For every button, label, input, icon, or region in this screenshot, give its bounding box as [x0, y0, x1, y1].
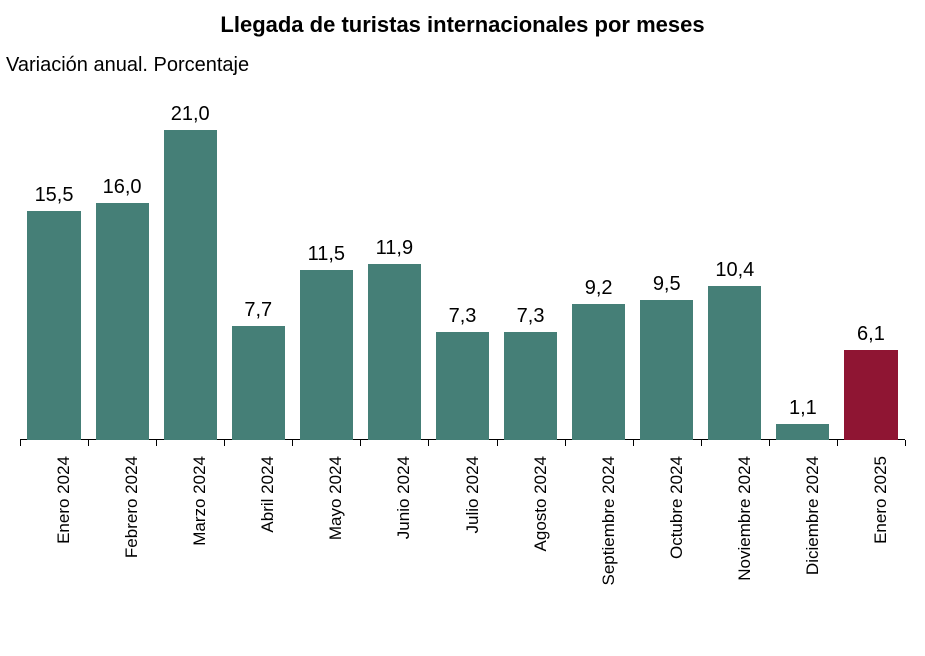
bar-value-label: 21,0: [156, 103, 224, 126]
bar: [232, 326, 285, 440]
x-axis-label: Agosto 2024: [531, 456, 551, 656]
bar: [300, 270, 353, 440]
x-axis-label: Marzo 2024: [190, 456, 210, 656]
x-axis-label: Diciembre 2024: [803, 456, 823, 656]
bar-slot: 9,5: [633, 100, 701, 440]
x-tick: [292, 440, 293, 446]
bar-value-label: 11,5: [292, 243, 360, 266]
x-axis-ticks: [20, 440, 905, 446]
x-axis-label: Septiembre 2024: [599, 456, 619, 656]
bar: [436, 332, 489, 440]
bar-slot: 15,5: [20, 100, 88, 440]
x-tick: [905, 440, 906, 446]
bar-value-label: 10,4: [701, 259, 769, 282]
x-axis-label: Junio 2024: [394, 456, 414, 656]
bar-value-label: 9,2: [565, 277, 633, 300]
bar-value-label: 16,0: [88, 176, 156, 199]
bar: [708, 286, 761, 440]
bar-slot: 11,9: [360, 100, 428, 440]
bar: [368, 264, 421, 440]
bar-value-label: 7,3: [428, 305, 496, 328]
bar-value-label: 1,1: [769, 397, 837, 420]
x-tick: [428, 440, 429, 446]
x-axis-labels: Enero 2024Febrero 2024Marzo 2024Abril 20…: [20, 452, 905, 592]
x-tick: [156, 440, 157, 446]
chart-title: Llegada de turistas internacionales por …: [0, 12, 925, 38]
x-axis-label: Enero 2024: [54, 456, 74, 656]
bar-value-label: 6,1: [837, 323, 905, 346]
bar: [96, 203, 149, 440]
x-axis-label: Abril 2024: [258, 456, 278, 656]
bar-slot: 10,4: [701, 100, 769, 440]
x-tick: [769, 440, 770, 446]
x-axis-label: Mayo 2024: [326, 456, 346, 656]
bar: [27, 211, 80, 440]
bar-value-label: 7,7: [224, 299, 292, 322]
x-axis-label: Julio 2024: [463, 456, 483, 656]
plot-area: 15,516,021,07,711,511,97,37,39,29,510,41…: [20, 100, 905, 440]
bar: [572, 304, 625, 440]
bar-slot: 1,1: [769, 100, 837, 440]
x-tick: [224, 440, 225, 446]
x-axis-label: Octubre 2024: [667, 456, 687, 656]
x-axis-label: Noviembre 2024: [735, 456, 755, 656]
bar-value-label: 15,5: [20, 184, 88, 207]
bar: [504, 332, 557, 440]
bar-slot: 6,1: [837, 100, 905, 440]
x-tick: [837, 440, 838, 446]
bar: [776, 424, 829, 440]
x-axis-label: Enero 2025: [871, 456, 891, 656]
x-tick: [565, 440, 566, 446]
bar-value-label: 7,3: [497, 305, 565, 328]
bar: [640, 300, 693, 440]
bar-value-label: 9,5: [633, 273, 701, 296]
bar: [164, 130, 217, 440]
x-tick: [497, 440, 498, 446]
bar: [844, 350, 897, 440]
bar-slot: 7,3: [428, 100, 496, 440]
chart-subtitle: Variación anual. Porcentaje: [6, 54, 249, 77]
bar-slot: 9,2: [565, 100, 633, 440]
x-tick: [633, 440, 634, 446]
x-tick: [20, 440, 21, 446]
bar-slot: 7,3: [497, 100, 565, 440]
x-tick: [88, 440, 89, 446]
chart-container: Llegada de turistas internacionales por …: [0, 0, 925, 599]
bar-slot: 7,7: [224, 100, 292, 440]
x-tick: [360, 440, 361, 446]
bar-value-label: 11,9: [360, 237, 428, 260]
bar-slot: 11,5: [292, 100, 360, 440]
x-axis-label: Febrero 2024: [122, 456, 142, 656]
bar-slot: 21,0: [156, 100, 224, 440]
x-tick: [701, 440, 702, 446]
bar-slot: 16,0: [88, 100, 156, 440]
